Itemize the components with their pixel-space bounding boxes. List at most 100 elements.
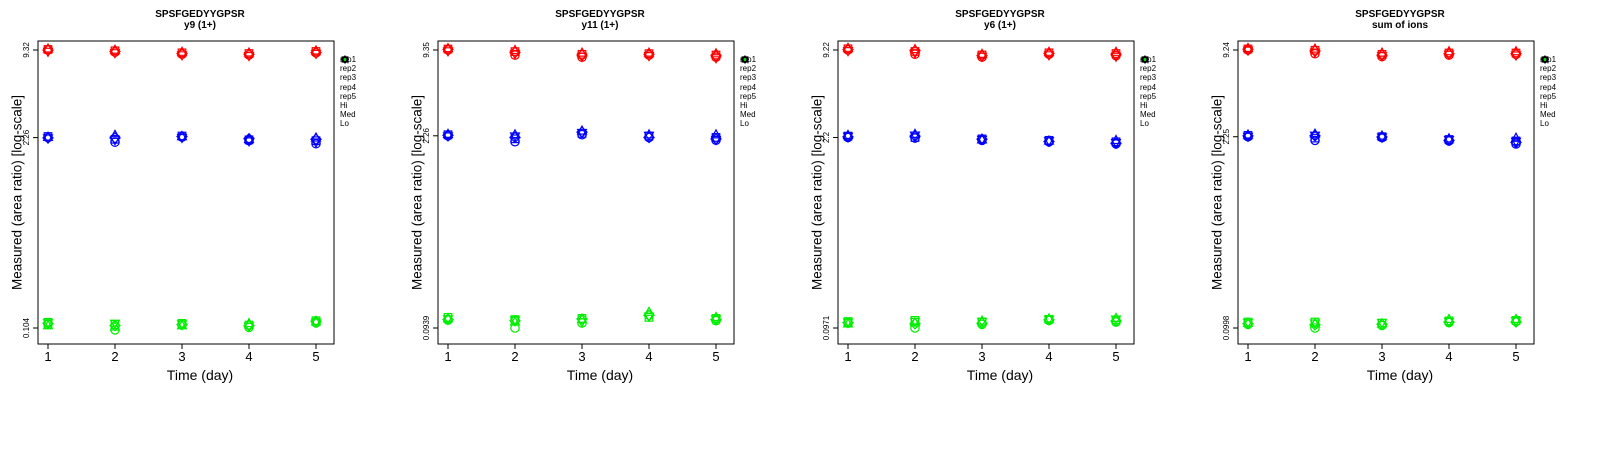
x-tick-label: 5 (1112, 349, 1119, 364)
data-point (909, 317, 921, 328)
legend-label: rep2 (340, 64, 357, 74)
chart-subtitle: y6 (1+) (984, 20, 1016, 31)
chart-title: SPSFGEDYYGPSR y6 (1+) (800, 9, 1200, 31)
data-point (42, 130, 54, 141)
x-axis-label: Time (day) (566, 367, 634, 383)
legend-label: Hi (340, 100, 348, 110)
legend-label: Med (340, 110, 356, 120)
chart-title-line: SPSFGEDYYGPSR (1355, 9, 1445, 20)
plot-svg: 1 2 3 4 5 0.0998 2.25 9.24 (1222, 40, 1535, 364)
x-tick-label: 2 (111, 349, 118, 364)
legend-label: Hi (1140, 100, 1148, 110)
data-point (1043, 51, 1055, 62)
data-point (1510, 51, 1522, 62)
data-point (1110, 315, 1122, 326)
chart-title: SPSFGEDYYGPSR sum of ions (1200, 9, 1600, 31)
data-point (243, 322, 255, 333)
data-point (1376, 318, 1388, 329)
data-point (1043, 134, 1055, 145)
data-point (1510, 137, 1522, 148)
chart-panel: SPSFGEDYYGPSR y11 (1+) 1 2 3 4 5 0.0939 2.26 9.35… (400, 0, 800, 400)
dot-icon (1143, 58, 1147, 61)
series-hi (1242, 42, 1522, 62)
legend-item: Lo (1140, 58, 1156, 128)
y-axis-label: Measured (area ratio) [log-scale] (409, 94, 425, 291)
data-point (442, 312, 454, 323)
data-point (442, 132, 454, 143)
x-tick-label: 1 (1244, 349, 1251, 364)
data-point (1110, 138, 1122, 149)
legend-marker (741, 56, 749, 64)
data-point (1309, 319, 1321, 330)
data-point (909, 317, 921, 330)
chart-title: SPSFGEDYYGPSR y9 (1+) (0, 9, 400, 31)
x-tick-label: 2 (911, 349, 918, 364)
plot-svg: 1 2 3 4 5 0.104 2.26 9.32 (22, 40, 335, 364)
data-point (1443, 50, 1455, 61)
data-point (509, 49, 521, 60)
data-point (42, 134, 54, 145)
data-point (243, 133, 255, 144)
chart-title-line: SPSFGEDYYGPSR (555, 9, 645, 20)
dot-icon (1543, 58, 1547, 61)
data-point (842, 132, 854, 143)
legend-label: rep4 (740, 82, 757, 92)
legend-label: rep5 (1540, 91, 1557, 101)
legend-label: rep2 (740, 64, 757, 74)
x-tick-label: 3 (178, 349, 185, 364)
legend-item: rep5 (740, 56, 756, 101)
data-point (1242, 132, 1254, 143)
data-point (243, 137, 255, 148)
data-point (976, 317, 988, 330)
y-tick-label: 9.22 (822, 42, 831, 58)
data-point (1043, 137, 1055, 147)
series-hi (442, 42, 722, 65)
y-tick-label: 2.25 (1222, 128, 1231, 144)
data-point (109, 319, 121, 332)
legend-dot (1143, 58, 1147, 61)
y-tick-label: 9.24 (1222, 42, 1231, 58)
legend-label: rep3 (1540, 73, 1557, 83)
x-tick-label: 3 (578, 349, 585, 364)
data-point (243, 132, 255, 145)
data-point (643, 131, 655, 142)
x-tick-label: 5 (312, 349, 319, 364)
legend-marker (1141, 56, 1149, 64)
legend-label: Med (1540, 110, 1556, 120)
legend-label: Lo (340, 119, 349, 129)
data-point (710, 54, 722, 65)
data-point (576, 318, 588, 328)
legend: rep1 rep2 rep3 rep4 rep5 Hi Med Lo (340, 55, 356, 129)
legend-dot (743, 58, 747, 61)
data-point (1376, 318, 1388, 331)
legend-label: rep2 (1140, 64, 1157, 74)
data-point (1110, 48, 1122, 61)
x-tick-label: 1 (44, 349, 51, 364)
legend-marker (341, 56, 349, 64)
data-point (176, 320, 188, 331)
data-point (1309, 48, 1321, 59)
dot-icon (743, 58, 747, 61)
data-point (1043, 312, 1055, 323)
x-axis-label: Time (day) (166, 367, 234, 383)
triangle-down-icon (741, 56, 749, 64)
series-med (1242, 127, 1522, 149)
legend-label: rep4 (1540, 82, 1557, 92)
data-point (42, 47, 54, 58)
plot-svg: 1 2 3 4 5 0.0939 2.26 9.35 (422, 40, 735, 364)
plot-frame (37, 40, 335, 345)
triangle-down-icon (1141, 56, 1149, 64)
data-point (509, 128, 521, 139)
legend-item: Lo (1540, 58, 1556, 128)
chart-panel: SPSFGEDYYGPSR sum of ions 1 2 3 4 5 0.0998 2.25 9… (1200, 0, 1600, 400)
data-point (42, 319, 54, 329)
data-point (643, 131, 655, 144)
data-point (1310, 323, 1320, 333)
series-lo (1242, 313, 1522, 333)
legend: rep1 rep2 rep3 rep4 rep5 Hi Med Lo (1140, 55, 1156, 129)
triangle-down-icon (1541, 56, 1549, 64)
data-point (1309, 131, 1321, 142)
y-tick-label: 2.2 (822, 131, 831, 143)
series-med (842, 128, 1122, 150)
x-tick-label: 5 (712, 349, 719, 364)
